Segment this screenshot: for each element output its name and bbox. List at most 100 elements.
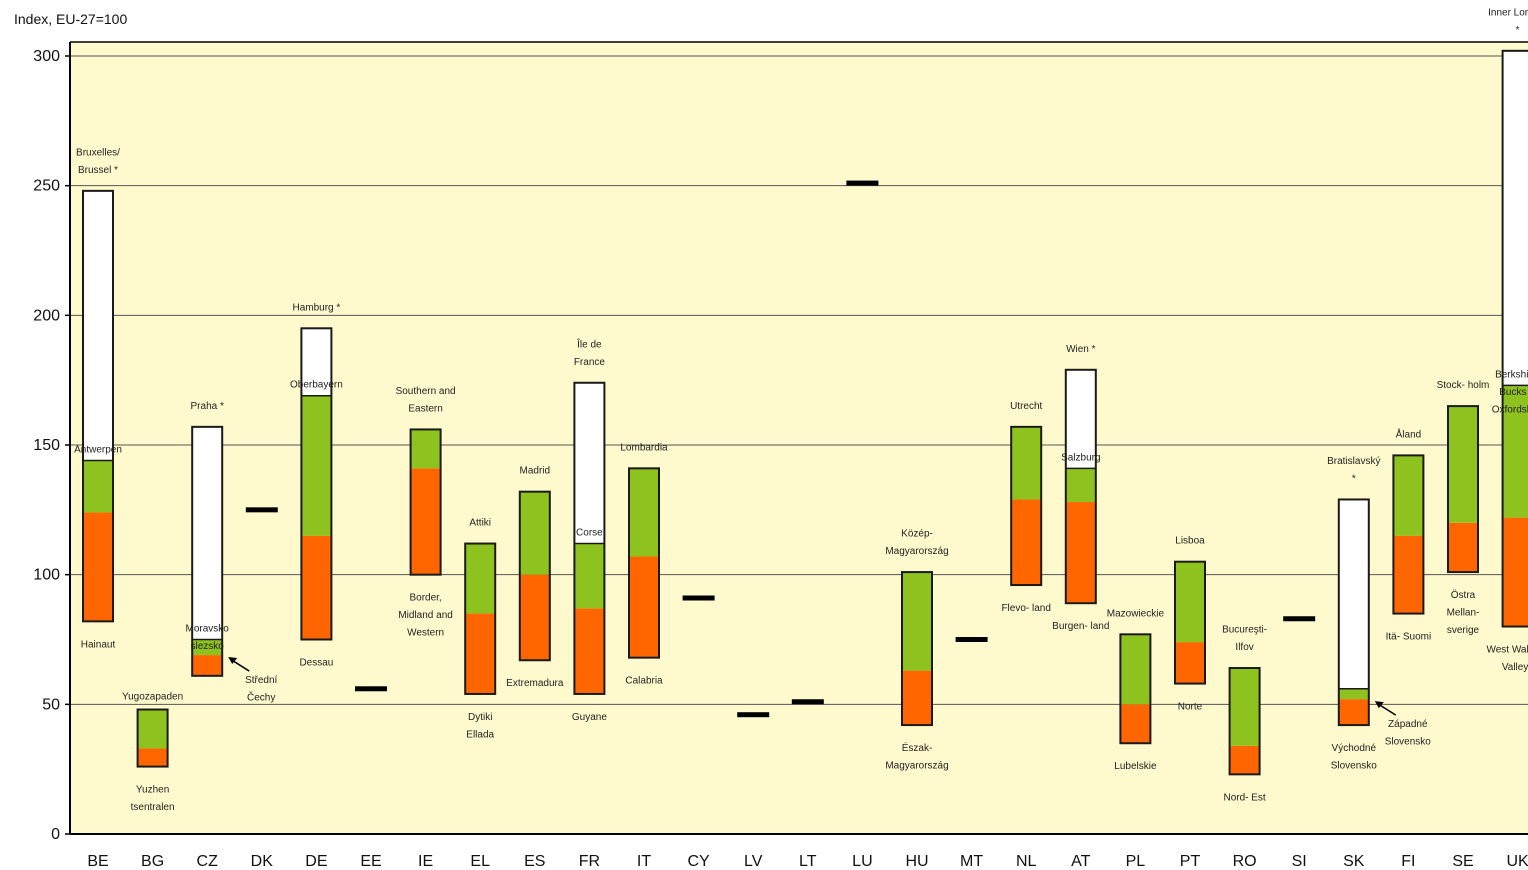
bar-middle-fr xyxy=(574,543,605,609)
y-tick-label: 250 xyxy=(33,178,60,195)
bar-middle-pt xyxy=(1175,561,1205,643)
label-max-fi: Åland xyxy=(1396,427,1422,440)
x-tick-label-ie: IE xyxy=(418,853,433,870)
y-tick-label: 300 xyxy=(33,48,60,65)
x-tick-label-at: AT xyxy=(1071,853,1090,870)
country-marker-mt xyxy=(955,637,988,642)
bar-upper-de xyxy=(301,328,332,396)
label-min-ro: Nord- Est xyxy=(1223,792,1265,803)
bar-middle-se xyxy=(1448,406,1478,523)
x-tick-label-cz: CZ xyxy=(197,853,219,870)
label-max-ro: Ilfov xyxy=(1235,642,1253,653)
bar-outline-uk xyxy=(1501,49,1528,628)
bar-upper-uk xyxy=(1502,50,1528,386)
x-tick-label-sk: SK xyxy=(1343,853,1365,870)
label-min-nl: Flevo- land xyxy=(1001,603,1050,614)
bar-middle-be xyxy=(83,460,113,513)
label-min-it: Calabria xyxy=(625,676,663,687)
bar-upper-fr xyxy=(574,382,605,544)
bar-lower-ro xyxy=(1229,745,1260,775)
x-tick-label-si: SI xyxy=(1292,853,1307,870)
label-max-se: Stock- holm xyxy=(1437,380,1490,391)
bar-outline-be xyxy=(82,189,114,623)
x-axis-ticks: BE BG CZ DK DE EE IE EL ES FR IT CY LV LT LU HU MT NL AT PL… xyxy=(87,853,1528,870)
label-max-ie: Southern and xyxy=(396,386,456,397)
x-tick-label-pl: PL xyxy=(1126,853,1146,870)
label-max-be: Brussel * xyxy=(78,165,118,176)
label-min-fr: Guyane xyxy=(572,712,607,723)
x-tick-label-ee: EE xyxy=(360,853,381,870)
region-labels: Bruxelles/Brussel * Antwerpen Hainaut Yugoz… xyxy=(74,7,1528,813)
bar-outline-fr xyxy=(573,381,606,695)
bar-middle-at xyxy=(1065,468,1096,503)
label-min-se: sverige xyxy=(1447,625,1480,636)
label-min-pl: Lubelskie xyxy=(1114,761,1157,772)
x-tick-label-pt: PT xyxy=(1180,853,1201,870)
x-tick-label-se: SE xyxy=(1452,853,1473,870)
bar-lower-pt xyxy=(1175,642,1205,684)
x-tick-label-cy: CY xyxy=(687,853,710,870)
label-min-es: Extremadura xyxy=(506,678,564,689)
bar-lower-nl xyxy=(1011,499,1042,586)
label-note-sk: Slovensko xyxy=(1385,737,1432,748)
x-tick-label-hu: HU xyxy=(905,853,928,870)
annotation-arrowhead-cz xyxy=(228,657,238,665)
label-min-be: Hainaut xyxy=(81,639,116,650)
x-tick-label-uk: UK xyxy=(1506,853,1528,870)
x-tick-label-nl: NL xyxy=(1016,853,1037,870)
bar-lower-sk xyxy=(1338,699,1369,726)
bar-lower-es xyxy=(519,574,550,661)
bar-middle-hu xyxy=(902,572,932,671)
label-note-cz: Střední xyxy=(245,675,277,686)
label-max-es: Madrid xyxy=(520,466,551,477)
bar-middle-pl xyxy=(1120,634,1151,705)
bar-outline-ro xyxy=(1228,667,1261,776)
bar-lower-el xyxy=(465,613,496,694)
country-marker-lu xyxy=(846,180,879,186)
bar-lower-bg xyxy=(137,748,168,767)
label-min-se: Mellan- xyxy=(1447,608,1480,619)
label-top-uk: Bucks & xyxy=(1499,387,1528,398)
bar-lower-hu xyxy=(902,670,932,726)
x-tick-label-bg: BG xyxy=(141,853,164,870)
label-max-fr: France xyxy=(574,357,606,368)
label-max-ie: Eastern xyxy=(408,403,442,414)
label-min-ie: Border, xyxy=(409,593,441,604)
x-tick-label-it: IT xyxy=(637,853,651,870)
bar-lower-at xyxy=(1065,502,1096,604)
bar-outline-it xyxy=(628,467,660,659)
x-tick-label-lt: LT xyxy=(799,853,817,870)
label-max-el: Attiki xyxy=(469,518,491,529)
bar-lower-uk xyxy=(1502,517,1528,627)
label-max-uk: * xyxy=(1516,25,1520,36)
bar-outline-el xyxy=(464,542,497,695)
label-min-hu: Észak- xyxy=(902,741,933,754)
x-tick-label-ro: RO xyxy=(1233,853,1257,870)
bar-middle-ro xyxy=(1229,668,1260,746)
bar-outline-at xyxy=(1064,368,1097,605)
label-max-nl: Utrecht xyxy=(1010,401,1042,412)
bar-lower-fi xyxy=(1393,535,1424,614)
bar-lower-de xyxy=(301,535,332,640)
country-marker-ee xyxy=(355,686,387,692)
label-max-pl: Mazowieckie xyxy=(1107,608,1165,619)
label-max-sk: Bratislavský xyxy=(1327,456,1380,467)
x-tick-label-de: DE xyxy=(305,853,327,870)
x-tick-label-el: EL xyxy=(470,853,490,870)
bar-outline-sk xyxy=(1337,498,1370,727)
country-bars xyxy=(82,49,1528,776)
bar-middle-sk xyxy=(1338,688,1369,700)
label-top-at: Salzburg xyxy=(1061,452,1100,463)
label-min-de: Dessau xyxy=(299,658,333,669)
bar-lower-ie xyxy=(410,468,441,575)
label-top-uk: Berkshire, xyxy=(1495,369,1528,380)
label-top-uk: Oxfordshire xyxy=(1492,404,1528,415)
bar-outline-pt xyxy=(1174,560,1206,685)
bar-outline-ie xyxy=(409,428,442,576)
label-min-at: Burgen- land xyxy=(1052,621,1109,632)
y-axis-title: Index, EU-27=100 xyxy=(14,11,127,27)
bar-upper-sk xyxy=(1338,499,1369,689)
x-tick-label-fr: FR xyxy=(579,853,600,870)
annotation-arrowhead-sk xyxy=(1374,701,1384,709)
